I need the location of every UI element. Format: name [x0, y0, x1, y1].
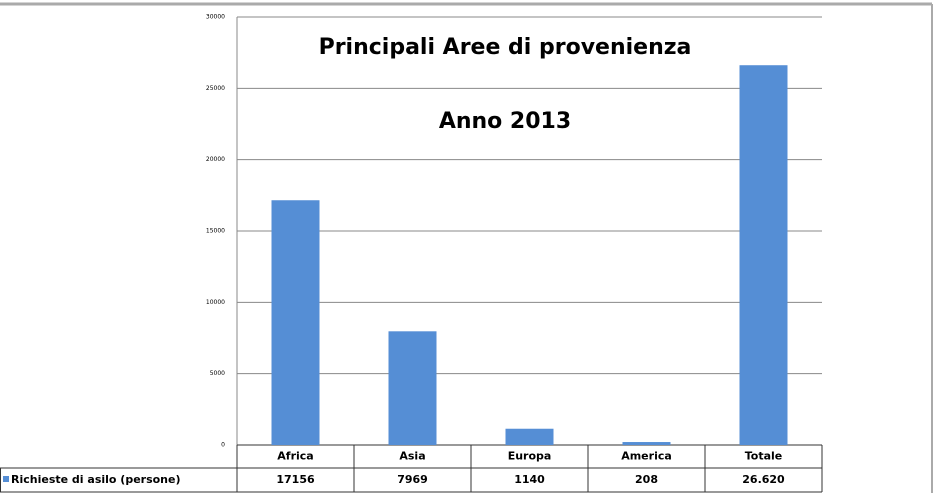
x-tick-label: America [621, 450, 672, 463]
bar [271, 200, 320, 445]
y-tick-label: 20000 [206, 156, 225, 163]
table-value: 17156 [276, 473, 315, 486]
bar [505, 428, 554, 445]
x-tick-label: Asia [399, 450, 425, 463]
table-value: 7969 [397, 473, 428, 486]
table-value: 208 [635, 473, 658, 486]
table-value: 26.620 [742, 473, 785, 486]
table-value: 1140 [514, 473, 545, 486]
bar [622, 442, 671, 445]
x-tick-label: Africa [277, 450, 313, 463]
y-tick-label: 25000 [206, 85, 225, 92]
legend-label: Richieste di asilo (persone) [11, 473, 181, 486]
legend-swatch [3, 476, 9, 482]
y-tick-label: 5000 [210, 370, 225, 377]
y-tick-label: 30000 [206, 14, 225, 21]
x-tick-label: Totale [745, 450, 783, 463]
x-tick-label: Europa [508, 450, 552, 463]
y-tick-label: 10000 [206, 299, 225, 306]
chart-subtitle: Anno 2013 [439, 109, 571, 134]
y-tick-label: 15000 [206, 228, 225, 235]
bar [739, 65, 788, 445]
bar [388, 331, 437, 445]
chart-title: Principali Aree di provenienza [319, 35, 692, 60]
y-tick-label: 0 [221, 442, 225, 449]
